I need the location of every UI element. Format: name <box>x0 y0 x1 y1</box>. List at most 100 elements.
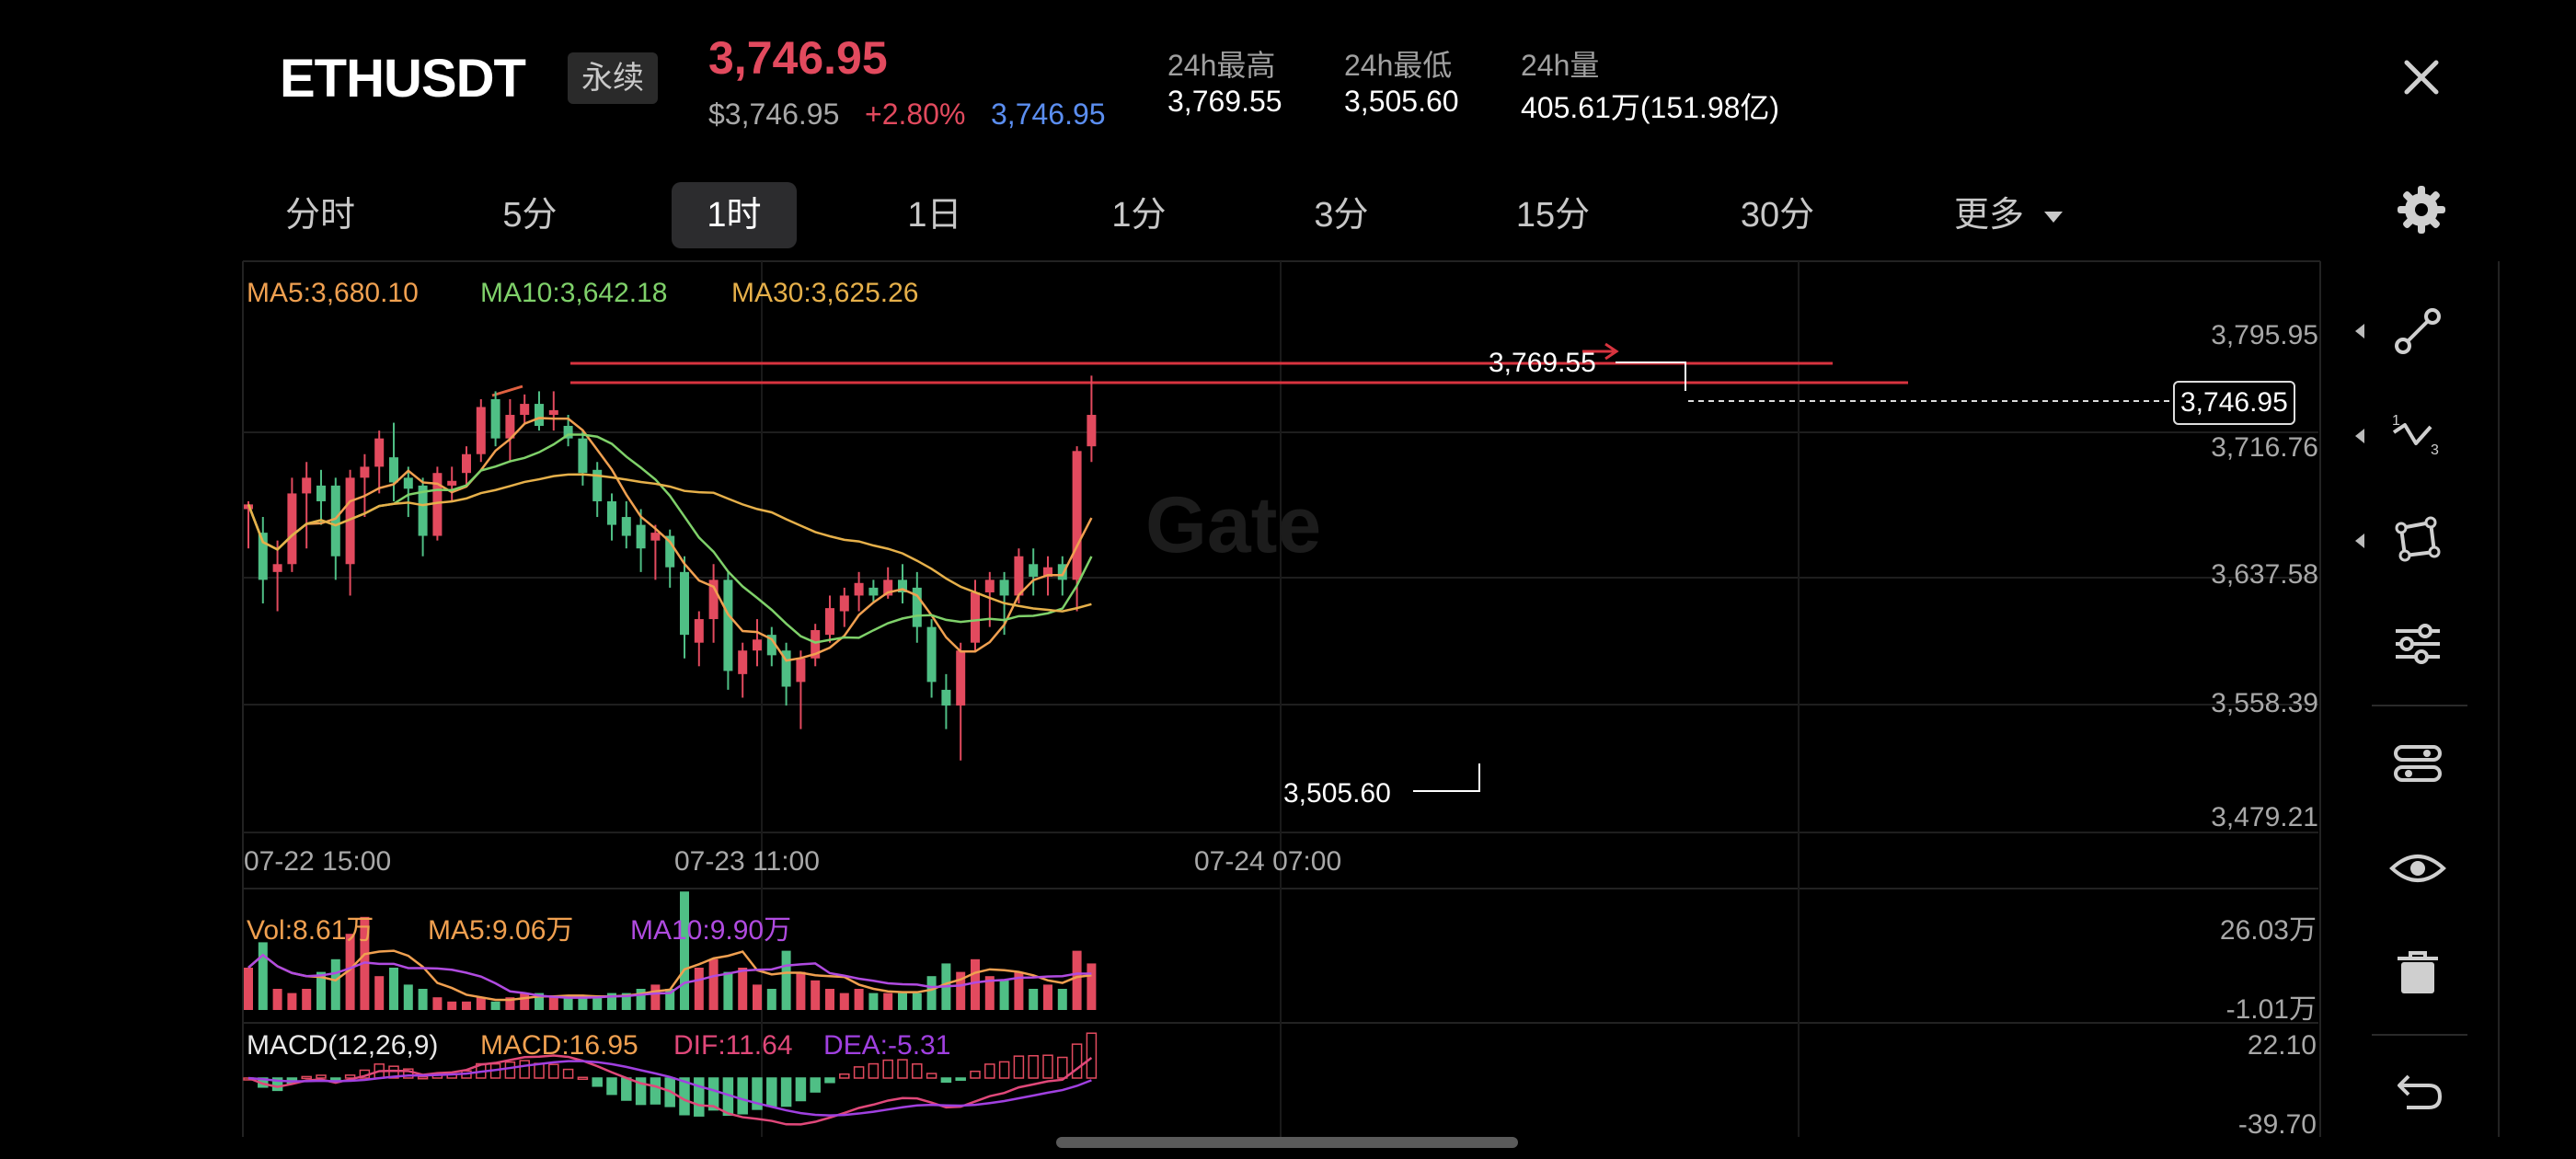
macd-bar <box>970 1070 981 1079</box>
candle-body <box>811 630 821 659</box>
macd-bar <box>1042 1054 1053 1079</box>
volume-bar <box>244 968 253 1010</box>
candle-body <box>621 517 631 536</box>
undo-icon[interactable] <box>2388 1063 2447 1122</box>
candle-body <box>694 619 704 643</box>
volume-axis-top: 26.03万 <box>2219 915 2317 946</box>
candle-body <box>738 650 748 674</box>
candle-body <box>1014 556 1024 596</box>
volume-bar <box>490 1001 500 1010</box>
macd-bar <box>650 1077 661 1105</box>
tab-1d[interactable]: 1日 <box>907 196 962 235</box>
candle-body <box>505 415 515 439</box>
candle-body <box>1057 564 1067 580</box>
macd-bar <box>839 1073 850 1079</box>
macd-bar <box>752 1077 763 1110</box>
candle-body <box>403 477 413 489</box>
tab-more-label: 更多 <box>1954 196 2025 235</box>
macd-bar <box>577 1076 589 1081</box>
volume-bar <box>432 997 443 1010</box>
volume-bar <box>738 968 748 1010</box>
tab-more[interactable]: 更多 <box>1954 182 2083 248</box>
tab-5m[interactable]: 5分 <box>502 196 558 235</box>
candle-body <box>389 457 398 483</box>
macd-bar <box>926 1073 937 1079</box>
symbol-title[interactable]: ETHUSDT <box>280 49 526 109</box>
candle-body <box>825 608 834 636</box>
volume-bar <box>621 993 631 1010</box>
volume-bar <box>272 989 282 1010</box>
shape-icon[interactable] <box>2388 510 2447 568</box>
macd-bar <box>780 1077 792 1107</box>
toolbar-divider <box>2372 705 2467 706</box>
candle-body <box>1029 564 1039 577</box>
expand-caret-icon[interactable] <box>2353 322 2366 340</box>
indicator-settings-icon[interactable] <box>2388 614 2447 673</box>
volume-bar <box>766 989 776 1010</box>
trendline-icon[interactable] <box>2388 302 2447 361</box>
macd-bar <box>795 1077 807 1102</box>
volume-bar <box>535 993 544 1010</box>
macd-bar <box>912 1063 923 1079</box>
candle-body <box>854 582 864 596</box>
layers-icon[interactable] <box>2388 734 2447 793</box>
expand-caret-icon[interactable] <box>2353 427 2366 445</box>
volume-bar <box>971 958 980 1010</box>
volume-bar <box>462 1001 471 1010</box>
candle-body <box>1087 415 1097 447</box>
volume-bar <box>796 971 806 1010</box>
tab-30m[interactable]: 30分 <box>1740 196 1815 235</box>
delete-icon[interactable] <box>2388 944 2447 1003</box>
gate-watermark: Gate <box>1145 481 1321 569</box>
visibility-icon[interactable] <box>2388 839 2447 898</box>
candle-body <box>912 587 922 627</box>
candle-body <box>766 635 776 656</box>
candle-body <box>1043 567 1052 577</box>
candle-body <box>548 409 558 416</box>
candle-body <box>926 626 937 683</box>
volume-bar <box>665 989 675 1010</box>
volume-bar <box>287 993 297 1010</box>
candle-body <box>330 485 340 557</box>
close-icon[interactable] <box>2399 55 2444 99</box>
candle-body <box>665 535 675 568</box>
high-24h-value: 3,769.55 <box>1167 85 1282 118</box>
ma10-legend: MA10:3,642.18 <box>480 278 668 308</box>
tab-1m[interactable]: 1分 <box>1111 196 1167 235</box>
gear-icon[interactable] <box>2396 184 2447 235</box>
home-indicator[interactable] <box>1056 1137 1518 1148</box>
tab-1h[interactable]: 1时 <box>672 182 797 248</box>
fib-icon[interactable]: 1 3 <box>2388 405 2447 464</box>
tab-timeshare[interactable]: 分时 <box>284 196 355 235</box>
expand-caret-icon[interactable] <box>2353 532 2366 550</box>
macd-bar <box>1013 1055 1025 1079</box>
macd-bar <box>824 1077 835 1084</box>
candle-body <box>781 650 791 687</box>
tab-3m[interactable]: 3分 <box>1314 196 1369 235</box>
volume-bar <box>418 989 428 1010</box>
volume-ma10-legend: MA10:9.90万 <box>630 915 792 946</box>
macd-bar <box>998 1061 1010 1079</box>
chart-grid <box>242 260 2500 1137</box>
volume-24h-label: 24h量 <box>1521 49 1600 82</box>
macd-bar <box>344 1074 356 1079</box>
candle-body <box>345 477 355 565</box>
price-axis-label: 3,479.21 <box>2211 802 2318 832</box>
volume-bar <box>956 971 966 1010</box>
dif-line <box>247 1054 1093 1126</box>
volume-bar <box>868 993 879 1010</box>
volume-bar <box>592 997 603 1010</box>
candle-body <box>1072 451 1082 580</box>
macd-bar <box>504 1061 516 1079</box>
time-axis-label: 07-24 07:00 <box>1194 846 1342 877</box>
candle-body <box>796 658 806 683</box>
high-marker-label: 3,769.55 <box>1489 348 1596 378</box>
macd-bar <box>592 1077 603 1087</box>
macd-bar <box>853 1066 865 1079</box>
tab-15m[interactable]: 15分 <box>1515 196 1591 235</box>
volume-bar <box>447 1001 457 1010</box>
mark-price: 3,746.95 <box>991 98 1106 131</box>
low-marker-leader <box>1413 763 1480 792</box>
candle-body <box>447 480 457 486</box>
